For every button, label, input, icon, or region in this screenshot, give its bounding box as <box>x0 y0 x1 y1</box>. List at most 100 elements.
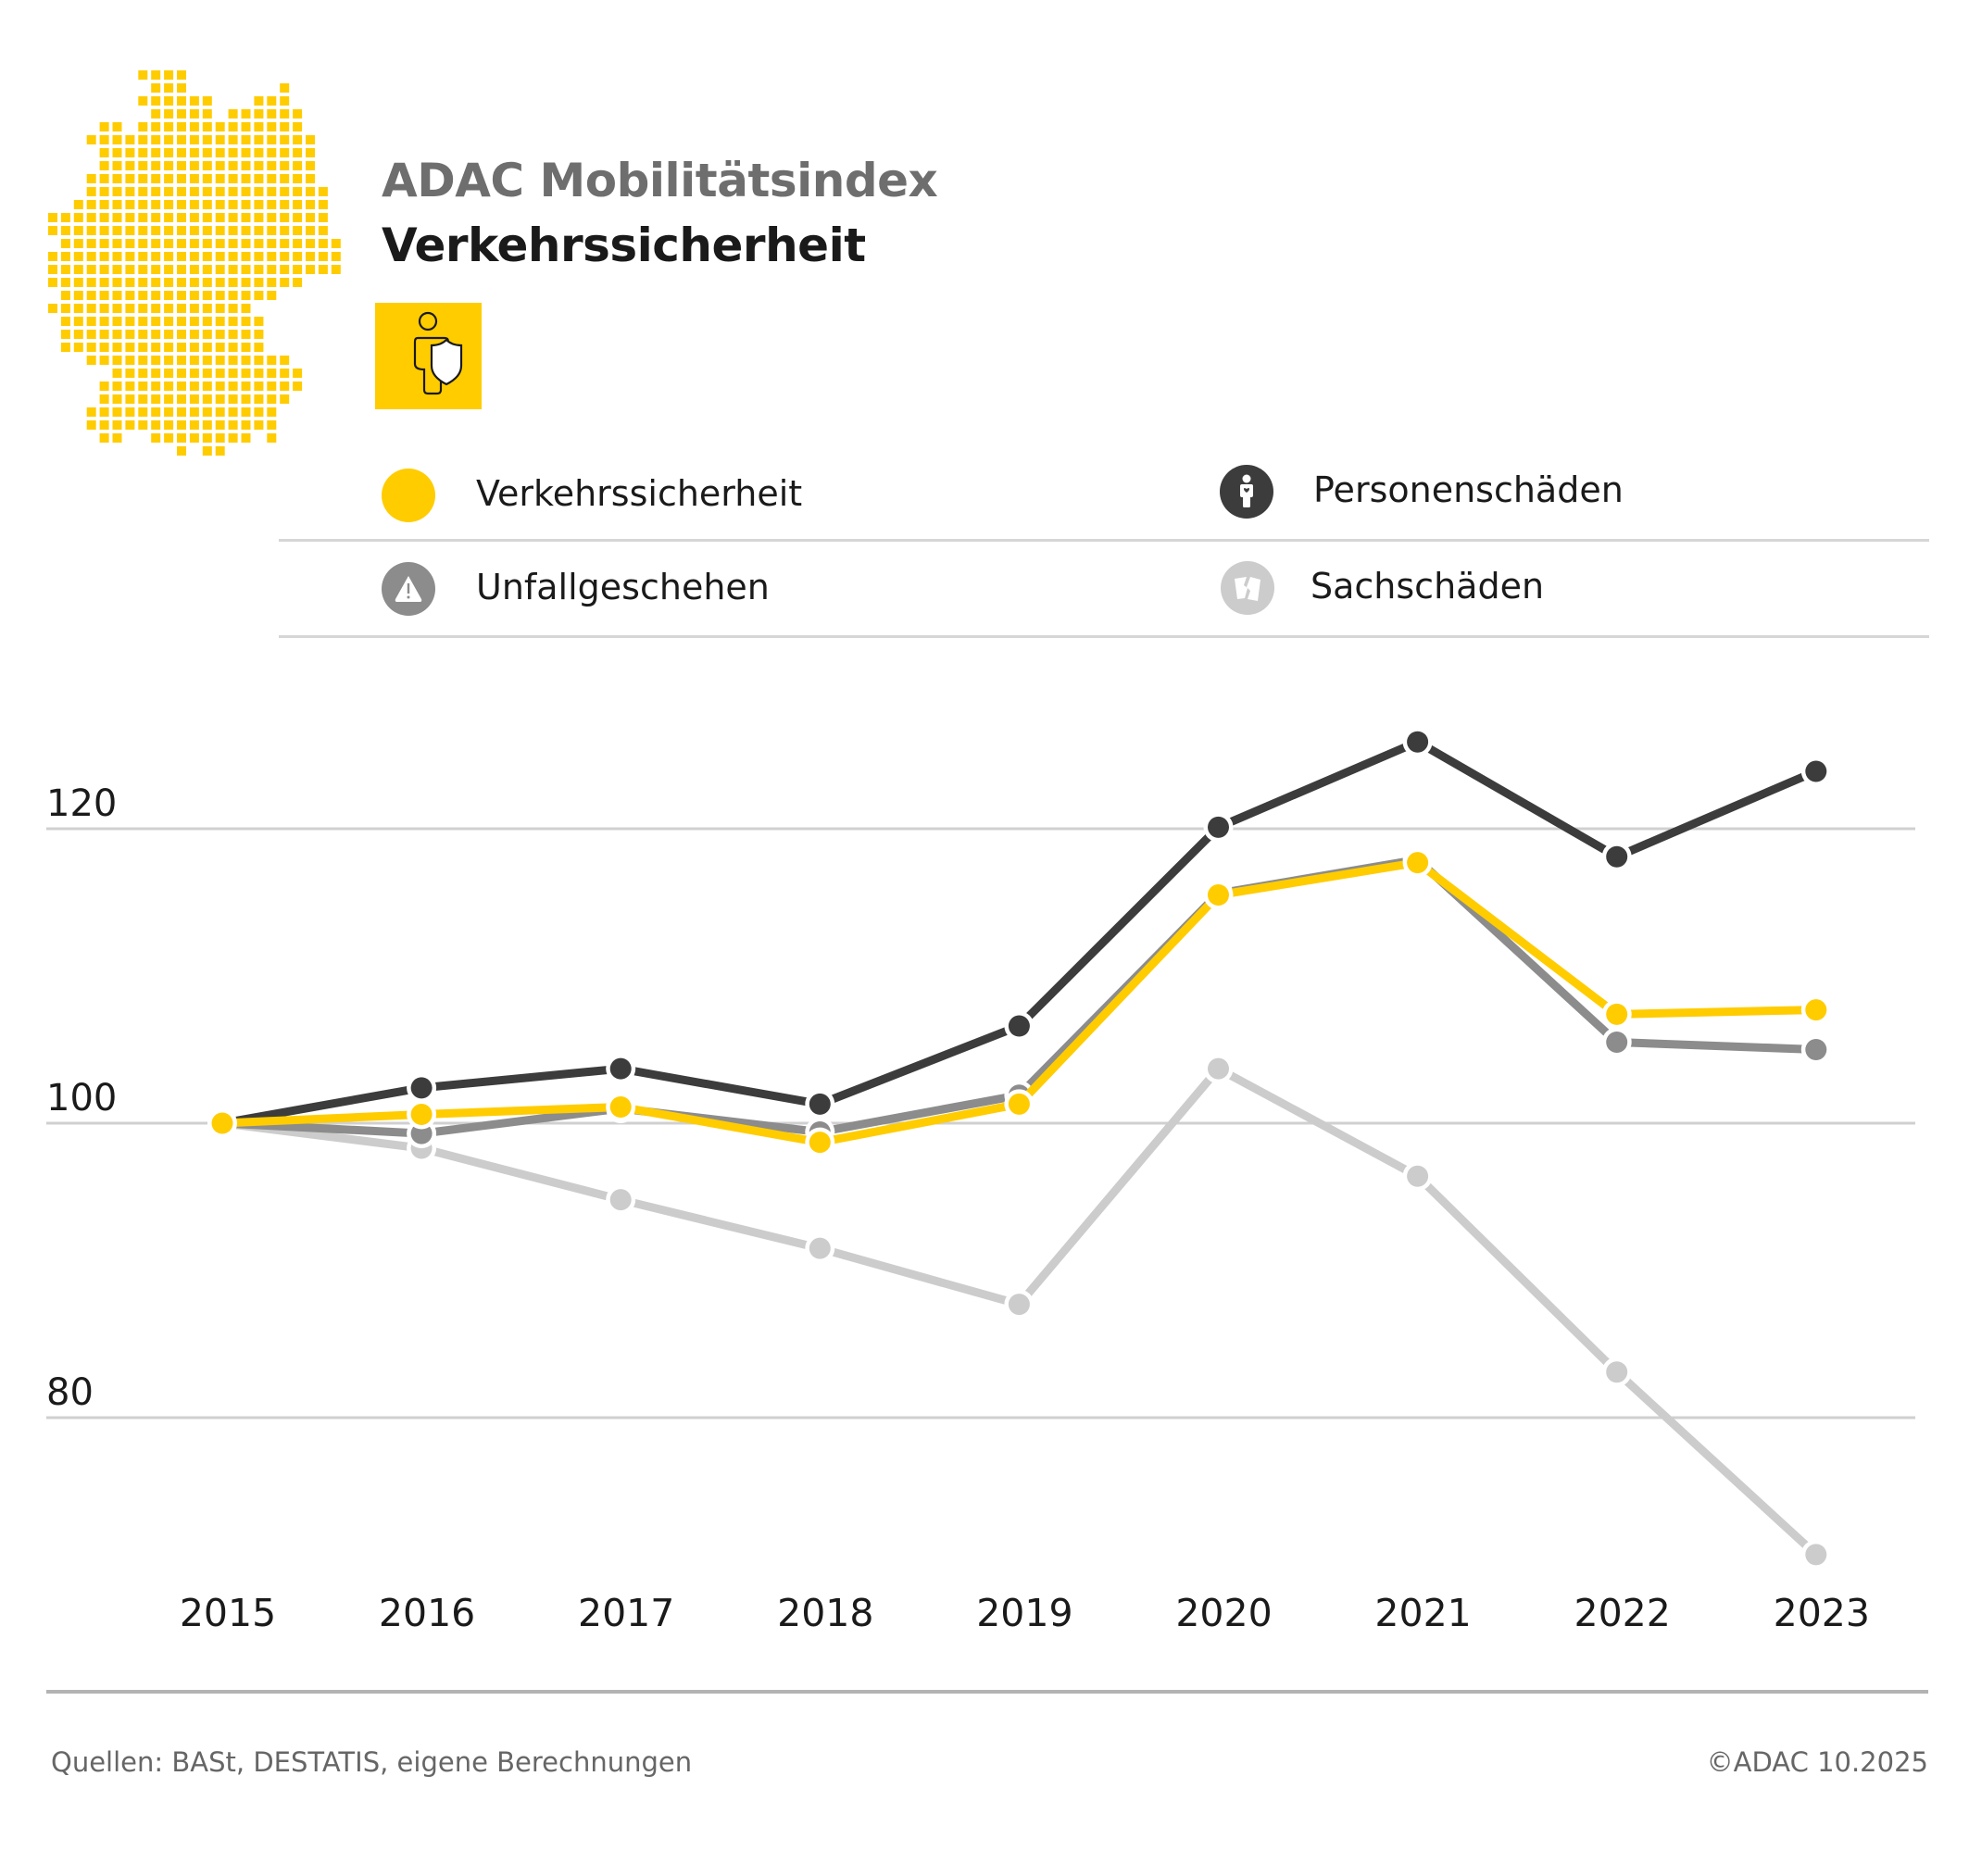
map-dot <box>318 213 328 222</box>
data-point <box>609 1096 632 1119</box>
map-dot <box>215 187 225 196</box>
map-dot <box>254 174 264 183</box>
map-dot <box>267 394 277 404</box>
map-dot <box>215 161 225 170</box>
map-dot <box>151 252 161 261</box>
map-dot <box>202 381 212 391</box>
map-dot <box>318 252 328 261</box>
map-dot <box>280 356 290 365</box>
y-tick-label: 120 <box>46 782 117 825</box>
map-dot <box>177 135 186 144</box>
map-dot <box>202 369 212 378</box>
map-dot <box>293 213 303 222</box>
map-dot <box>138 70 148 80</box>
legend-item-unfallgeschehen: Unfallgeschehen <box>381 561 770 617</box>
series-verkehrssicherheit <box>207 847 1831 1157</box>
map-dot <box>177 330 186 339</box>
map-dot <box>177 420 186 430</box>
map-dot <box>138 291 148 300</box>
map-dot <box>202 291 212 300</box>
map-dot <box>202 317 212 326</box>
map-dot <box>151 356 161 365</box>
map-dot <box>202 148 212 157</box>
map-dot <box>215 213 225 222</box>
map-dot <box>215 135 225 144</box>
map-dot <box>331 265 341 274</box>
data-point <box>1208 816 1229 838</box>
map-dot <box>151 187 161 196</box>
map-dot <box>202 200 212 209</box>
map-dot <box>138 330 148 339</box>
map-dot <box>151 213 161 222</box>
map-dot <box>280 148 290 157</box>
map-dot <box>215 226 225 235</box>
map-dot <box>228 420 238 430</box>
data-point <box>1008 1093 1030 1115</box>
map-dot <box>138 96 148 106</box>
map-dot <box>254 200 264 209</box>
map-dot <box>267 135 277 144</box>
map-dot <box>267 252 277 261</box>
map-dot <box>280 381 290 391</box>
map-dot <box>254 135 264 144</box>
map-dot <box>254 161 264 170</box>
x-tick-label: 2023 <box>1774 1591 1870 1635</box>
map-dot <box>125 174 135 183</box>
map-dot <box>60 265 70 274</box>
map-dot <box>86 135 96 144</box>
map-dot <box>267 407 277 417</box>
map-dot <box>267 420 277 430</box>
map-dot <box>125 394 135 404</box>
map-dot <box>86 239 96 248</box>
map-dot <box>215 304 225 313</box>
map-dot <box>112 161 122 170</box>
map-dot <box>228 148 238 157</box>
map-dot <box>86 291 96 300</box>
map-dot <box>99 278 109 287</box>
map-dot <box>151 226 161 235</box>
map-dot <box>86 356 96 365</box>
map-dot <box>228 407 238 417</box>
map-dot <box>138 213 148 222</box>
map-dot <box>293 122 303 131</box>
map-dot <box>228 213 238 222</box>
map-dot <box>177 109 186 119</box>
map-dot <box>267 433 277 443</box>
legend-divider <box>279 539 1929 542</box>
map-dot <box>138 148 148 157</box>
footer-divider <box>46 1690 1928 1694</box>
map-dot <box>215 407 225 417</box>
map-dot <box>215 265 225 274</box>
map-dot <box>267 161 277 170</box>
map-dot <box>125 369 135 378</box>
map-dot <box>254 420 264 430</box>
map-dot <box>202 252 212 261</box>
map-dot <box>177 394 186 404</box>
map-dot <box>99 433 109 443</box>
map-dot <box>60 291 70 300</box>
map-dot <box>215 330 225 339</box>
map-dot <box>293 148 303 157</box>
map-dot <box>73 239 83 248</box>
map-dot <box>241 420 251 430</box>
map-dot <box>151 304 161 313</box>
map-dot <box>241 122 251 131</box>
map-dot <box>164 83 174 93</box>
map-dot <box>215 317 225 326</box>
map-dot <box>164 122 174 131</box>
map-dot <box>112 291 122 300</box>
broken-card-icon <box>1221 561 1274 615</box>
map-dot <box>267 356 277 365</box>
map-dot <box>241 330 251 339</box>
map-dot <box>280 265 290 274</box>
data-point <box>1407 852 1429 874</box>
map-dot <box>241 239 251 248</box>
map-dot <box>112 226 122 235</box>
map-dot <box>280 200 290 209</box>
map-dot <box>138 122 148 131</box>
map-dot <box>177 265 186 274</box>
map-dot <box>215 239 225 248</box>
map-dot <box>99 213 109 222</box>
x-tick-label: 2017 <box>578 1591 674 1635</box>
map-dot <box>189 187 199 196</box>
